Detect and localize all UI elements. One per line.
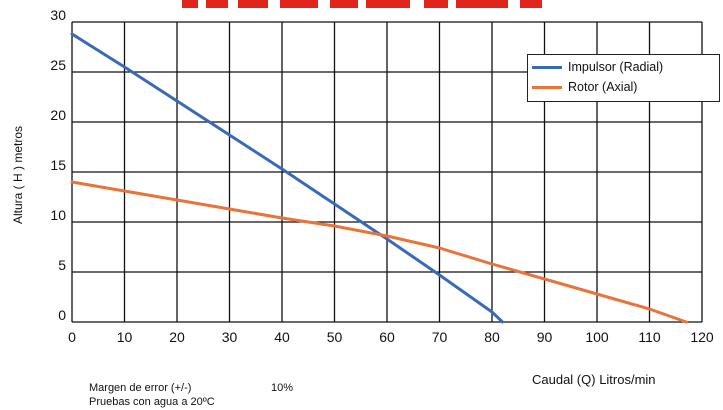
cropped-title-fragment (180, 0, 600, 12)
x-tick-label-40: 40 (274, 329, 290, 345)
series-line-rotor (70, 180, 688, 324)
x-tick-label-60: 60 (379, 329, 395, 345)
y-tick-label-25: 25 (50, 57, 66, 73)
y-tick-label-10: 10 (50, 207, 66, 223)
legend-label-rotor: Rotor (Axial) (568, 80, 638, 94)
y-tick-label-0: 0 (58, 307, 66, 323)
x-tick-label-80: 80 (484, 329, 500, 345)
x-tick-label-30: 30 (222, 329, 238, 345)
error-margin-value: 10% (271, 382, 294, 394)
legend: Impulsor (Radial) Rotor (Axial) (527, 54, 720, 102)
x-axis-label: Caudal (Q) Litros/min (532, 372, 656, 387)
series-lines (70, 32, 688, 324)
x-tick-label-20: 20 (169, 329, 185, 345)
y-tick-label-5: 5 (58, 257, 66, 273)
x-tick-label-120: 120 (690, 329, 714, 345)
x-tick-label-70: 70 (432, 329, 448, 345)
x-tick-label-50: 50 (327, 329, 343, 345)
y-tick-label-15: 15 (50, 157, 66, 173)
cropped-title-shapes (182, 0, 542, 8)
error-margin-label: Margen de error (+/-) (89, 382, 192, 394)
y-axis-label: Altura ( H ) metros (11, 125, 25, 225)
x-tick-label-10: 10 (117, 329, 133, 345)
test-conditions-note: Pruebas con agua a 20ºC (89, 396, 215, 408)
x-tick-label-100: 100 (585, 329, 609, 345)
legend-swatch-impulsor (532, 65, 562, 69)
y-tick-label-30: 30 (50, 7, 66, 23)
legend-swatch-rotor (532, 85, 562, 89)
y-tick-label-20: 20 (50, 107, 66, 123)
x-tick-label-110: 110 (638, 329, 661, 345)
x-tick-label-0: 0 (68, 329, 76, 345)
series-line-impulsor (70, 32, 504, 324)
tick-labels: 0 10 20 30 40 50 60 70 80 90 100 110 120 0 5 10 15 20 25 30 (50, 7, 713, 345)
x-tick-label-90: 90 (537, 329, 553, 345)
legend-item-impulsor: Impulsor (Radial) (532, 58, 663, 76)
legend-item-rotor: Rotor (Axial) (532, 78, 637, 96)
legend-label-impulsor: Impulsor (Radial) (568, 60, 664, 74)
